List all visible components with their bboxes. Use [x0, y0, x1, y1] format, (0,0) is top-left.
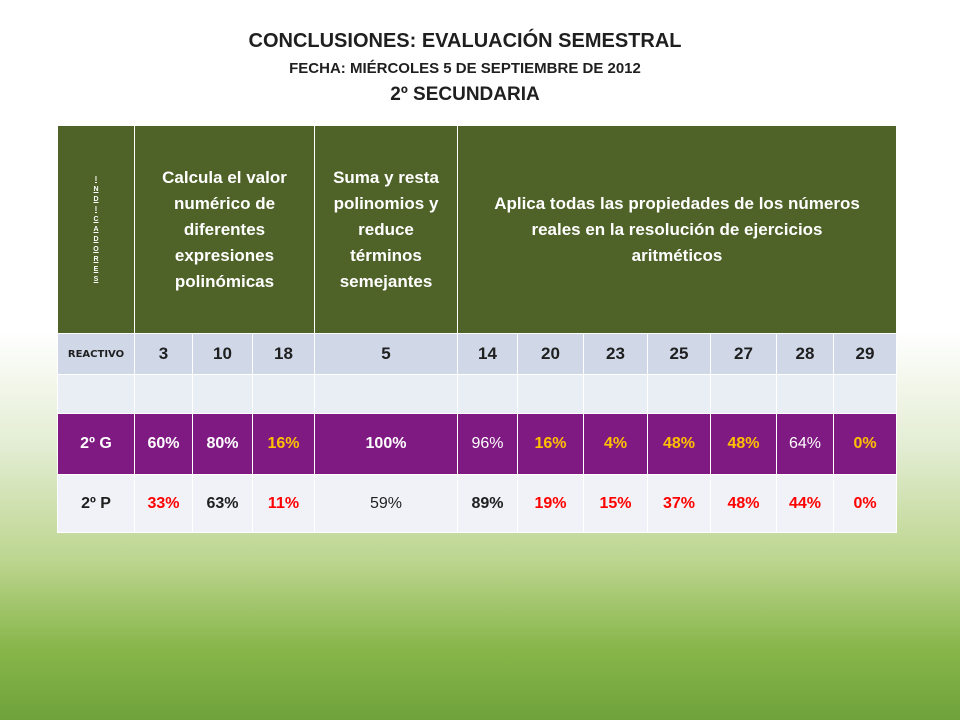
page-title: CONCLUSIONES: EVALUACIÓN SEMESTRAL — [248, 30, 682, 52]
group-row-2p: 2º P 33% 63% 11% 59% 89% 19% 15% 37% 48%… — [57, 474, 897, 533]
indicadores-letter: N — [93, 185, 99, 193]
score-cell: 0% — [833, 413, 897, 475]
blank-cell — [833, 374, 897, 414]
blank-cell — [583, 374, 648, 414]
score-cell: 33% — [134, 474, 193, 533]
score-cell: 16% — [252, 413, 315, 475]
indicadores-letter: R — [93, 255, 99, 263]
indicadores-letter: I — [95, 205, 97, 213]
score-cell: 100% — [314, 413, 458, 475]
reactivo-row: REACTIVO 3 10 18 5 14 20 23 25 27 28 29 — [57, 333, 897, 375]
reactivo-number: 18 — [252, 333, 315, 375]
score-cell: 19% — [517, 474, 584, 533]
score-cell: 16% — [517, 413, 584, 475]
blank-row — [57, 374, 897, 414]
score-cell: 80% — [192, 413, 253, 475]
blank-cell — [457, 374, 518, 414]
blank-cell — [134, 374, 193, 414]
indicator-text: Suma y resta polinomios y reduce término… — [333, 167, 439, 291]
blank-cell — [776, 374, 834, 414]
reactivo-number: 25 — [647, 333, 711, 375]
reactivo-number: 20 — [517, 333, 584, 375]
indicadores-letter: D — [93, 195, 99, 203]
blank-cell — [710, 374, 777, 414]
indicator-text: Calcula el valor numérico de diferentes … — [162, 167, 287, 291]
indicadores-letter: C — [93, 215, 99, 223]
blank-cell — [314, 374, 458, 414]
score-cell: 11% — [252, 474, 315, 533]
score-cell: 37% — [647, 474, 711, 533]
reactivo-number: 29 — [833, 333, 897, 375]
reactivo-number: 28 — [776, 333, 834, 375]
group-label: 2º P — [57, 474, 135, 533]
score-cell: 48% — [710, 474, 777, 533]
reactivo-number: 23 — [583, 333, 648, 375]
score-cell: 59% — [314, 474, 458, 533]
score-cell: 48% — [710, 413, 777, 475]
reactivo-label: REACTIVO — [57, 333, 135, 375]
blank-cell — [647, 374, 711, 414]
indicator-cell: Calcula el valor numérico de diferentes … — [134, 125, 315, 334]
score-cell: 60% — [134, 413, 193, 475]
score-cell: 63% — [192, 474, 253, 533]
reactivo-number: 3 — [134, 333, 193, 375]
indicator-cell: Suma y resta polinomios y reduce término… — [314, 125, 458, 334]
indicadores-letter: I — [95, 175, 97, 183]
indicator-cell: Aplica todas las propiedades de los núme… — [457, 125, 897, 334]
group-label: 2º G — [57, 413, 135, 475]
blank-cell — [252, 374, 315, 414]
indicadores-letter: E — [93, 265, 99, 273]
indicadores-letter: D — [93, 235, 99, 243]
indicadores-letter: O — [93, 245, 99, 253]
score-cell: 44% — [776, 474, 834, 533]
score-cell: 4% — [583, 413, 648, 475]
reactivo-number: 14 — [457, 333, 518, 375]
reactivo-number: 5 — [314, 333, 458, 375]
score-cell: 48% — [647, 413, 711, 475]
score-cell: 89% — [457, 474, 518, 533]
indicadores-letter: A — [93, 225, 99, 233]
indicator-text: Aplica todas las propiedades de los núme… — [494, 193, 860, 265]
blank-cell — [517, 374, 584, 414]
score-cell: 64% — [776, 413, 834, 475]
group-row-2g: 2º G 60% 80% 16% 100% 96% 16% 4% 48% 48%… — [57, 413, 897, 475]
date-line: FECHA: MIÉRCOLES 5 DE SEPTIEMBRE DE 2012 — [289, 60, 641, 77]
blank-cell — [192, 374, 253, 414]
grade-subtitle: 2º SECUNDARIA — [390, 84, 540, 105]
score-cell: 96% — [457, 413, 518, 475]
reactivo-number: 27 — [710, 333, 777, 375]
score-cell: 0% — [833, 474, 897, 533]
blank-cell — [57, 374, 135, 414]
indicadores-letter: S — [93, 275, 99, 283]
score-cell: 15% — [583, 474, 648, 533]
reactivo-number: 10 — [192, 333, 253, 375]
